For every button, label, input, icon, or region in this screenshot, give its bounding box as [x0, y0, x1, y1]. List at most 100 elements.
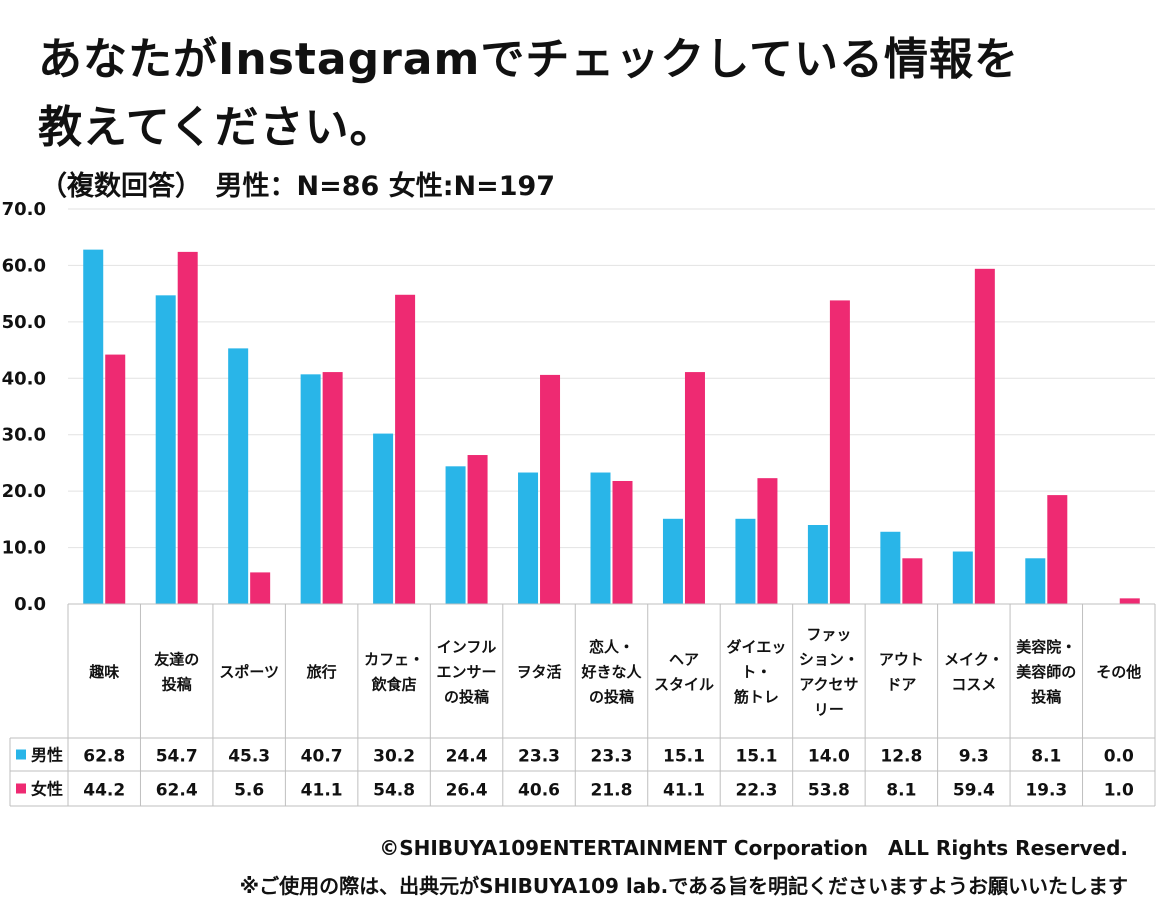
bar-female — [829, 300, 850, 604]
bar-male — [83, 249, 104, 604]
legend-key-female — [16, 783, 26, 794]
x-category-label: ト・ — [741, 663, 771, 681]
x-category-label: 友達の — [154, 651, 199, 669]
x-category-label: ヘア — [669, 651, 699, 669]
y-tick-label: 50.0 — [2, 312, 46, 333]
x-category-label: アクセサ — [799, 676, 858, 694]
data-value-label: 15.1 — [735, 747, 777, 767]
legend-label-female: 女性 — [31, 780, 63, 799]
x-category-label: 投稿 — [162, 676, 192, 694]
data-value-label: 23.3 — [591, 747, 633, 767]
data-value-label: 14.0 — [808, 747, 850, 767]
x-category-label: の投稿 — [589, 688, 634, 706]
y-tick-label: 40.0 — [2, 368, 46, 389]
bar-female — [540, 374, 561, 604]
data-value-label: 12.8 — [880, 747, 922, 767]
usage-note: ※ご使用の際は、出典元がSHIBUYA109 lab.である旨を明記くださいます… — [239, 874, 1128, 898]
x-category-label: ドア — [886, 676, 916, 694]
data-value-label: 8.1 — [886, 781, 916, 801]
bar-female — [467, 455, 488, 604]
bar-female — [612, 480, 633, 604]
bar-male — [807, 525, 828, 604]
chart-title-line1: あなたがInstagramでチェックしている情報を — [38, 34, 1020, 85]
data-value-label: 62.4 — [156, 781, 198, 801]
data-value-label: 40.7 — [301, 747, 343, 767]
data-value-label: 53.8 — [808, 781, 850, 801]
data-value-label: 62.8 — [83, 747, 125, 767]
data-value-label: 9.3 — [959, 747, 989, 767]
bar-female — [105, 354, 126, 604]
data-value-label: 1.0 — [1104, 781, 1134, 801]
x-category-label: ダイエッ — [727, 638, 787, 656]
data-value-label: 54.7 — [156, 747, 198, 767]
legend-key-male — [16, 749, 26, 760]
data-value-label: 21.8 — [591, 781, 633, 801]
x-category-label: エンサー — [437, 663, 497, 681]
chart-subtitle: （複数回答） 男性：N=86 女性:N=197 — [40, 171, 556, 202]
bar-male — [735, 518, 756, 604]
data-value-label: 45.3 — [228, 747, 270, 767]
x-category-label: インフル — [437, 638, 497, 656]
x-category-label: 美容院・ — [1016, 638, 1076, 656]
x-category-label: コスメ — [951, 676, 996, 694]
x-category-label: 美容師の — [1016, 663, 1076, 681]
bar-male — [445, 466, 466, 604]
data-value-label: 8.1 — [1031, 747, 1061, 767]
x-category-label: アウト — [879, 651, 924, 669]
y-tick-label: 60.0 — [2, 255, 46, 276]
y-tick-label: 10.0 — [2, 538, 46, 559]
y-tick-label: 70.0 — [2, 199, 46, 220]
bar-male — [590, 472, 611, 604]
data-value-label: 23.3 — [518, 747, 560, 767]
data-value-label: 19.3 — [1025, 781, 1067, 801]
y-tick-label: 20.0 — [2, 481, 46, 502]
x-category-label: リー — [814, 701, 844, 719]
bar-male — [1025, 558, 1046, 604]
x-category-label: の投稿 — [444, 688, 489, 706]
data-value-label: 24.4 — [446, 747, 488, 767]
chart-title-line2: 教えてください。 — [38, 102, 395, 153]
bar-male — [952, 551, 973, 604]
y-tick-label: 0.0 — [14, 594, 46, 615]
bar-female — [902, 558, 923, 604]
bar-male — [228, 348, 249, 604]
data-value-label: 40.6 — [518, 781, 560, 801]
legend-label-male: 男性 — [31, 746, 63, 765]
bar-male — [155, 295, 176, 604]
data-value-label: 0.0 — [1104, 747, 1134, 767]
x-category-label: 趣味 — [88, 663, 119, 681]
x-category-label: スタイル — [654, 676, 714, 694]
x-category-label: スポーツ — [219, 663, 279, 681]
x-category-label: その他 — [1096, 663, 1141, 681]
bar-male — [300, 374, 321, 604]
data-value-label: 22.3 — [735, 781, 777, 801]
bar-male — [373, 433, 394, 604]
x-category-label: 筋トレ — [733, 688, 779, 706]
bar-female — [395, 294, 416, 604]
x-category-label: 飲食店 — [371, 676, 417, 694]
copyright-notice: ©SHIBUYA109ENTERTAINMENT Corporation ALL… — [379, 836, 1128, 860]
x-category-label: ション・ — [799, 651, 859, 669]
bar-female — [177, 251, 198, 604]
data-value-label: 54.8 — [373, 781, 415, 801]
bar-female — [1119, 598, 1140, 604]
data-value-label: 15.1 — [663, 747, 705, 767]
bar-male — [518, 472, 539, 604]
x-category-label: ファッ — [806, 626, 851, 644]
bar-female — [974, 268, 995, 604]
bar-female — [250, 572, 271, 604]
bar-female — [757, 478, 778, 604]
bar-male — [880, 531, 901, 604]
data-value-label: 26.4 — [446, 781, 488, 801]
data-value-label: 44.2 — [83, 781, 125, 801]
x-category-label: ヲタ活 — [517, 663, 562, 681]
data-value-label: 41.1 — [301, 781, 343, 801]
data-value-label: 59.4 — [953, 781, 995, 801]
x-category-label: 好きな人 — [580, 663, 642, 681]
data-value-label: 30.2 — [373, 747, 415, 767]
x-category-label: メイク・ — [944, 651, 1003, 669]
bar-female — [1047, 495, 1068, 604]
bar-female — [684, 372, 705, 604]
x-category-label: カフェ・ — [364, 651, 424, 669]
